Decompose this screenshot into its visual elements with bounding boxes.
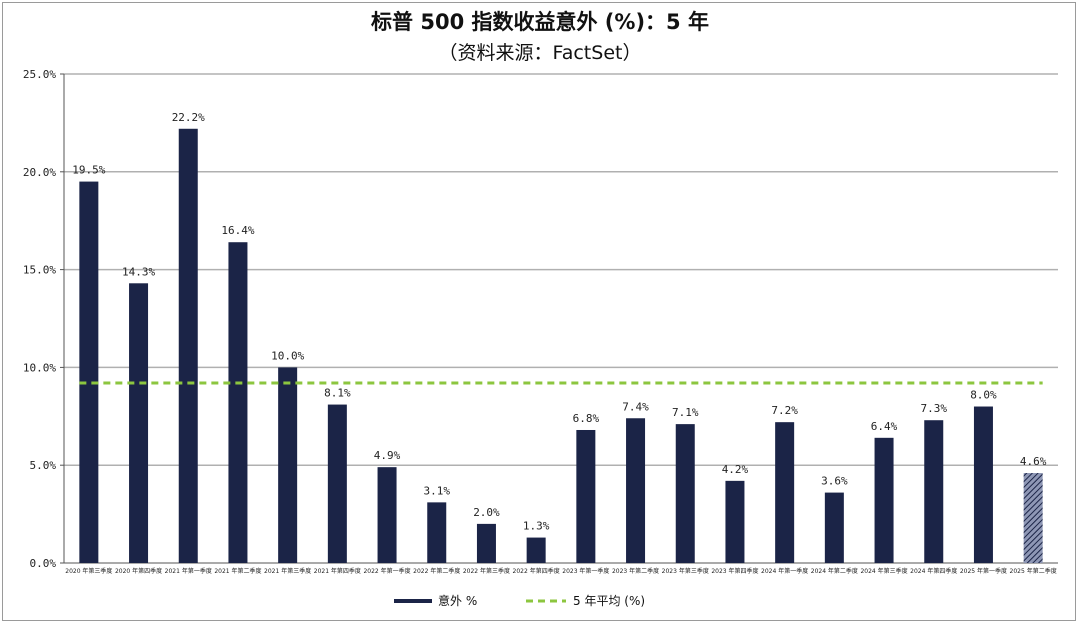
data-label: 7.4%	[622, 400, 649, 413]
x-tick-label: 2023 年第四季度	[711, 567, 758, 575]
data-label: 4.9%	[374, 449, 401, 462]
data-label: 22.2%	[172, 111, 205, 124]
x-tick-label: 2024 年第二季度	[811, 567, 858, 575]
bar	[427, 502, 447, 563]
data-label: 14.3%	[122, 265, 155, 278]
data-label: 8.1%	[324, 387, 351, 400]
bar	[775, 422, 795, 563]
y-tick-label: 5.0%	[30, 459, 57, 472]
bar	[476, 523, 496, 563]
x-tick-label: 2022 年第三季度	[463, 567, 510, 575]
bar	[874, 437, 894, 563]
x-tick-label: 2023 年第三季度	[662, 567, 709, 575]
x-tick-label: 2022 年第一季度	[363, 567, 410, 575]
data-label: 6.8%	[573, 412, 600, 425]
bar	[725, 480, 745, 563]
x-tick-label: 2022 年第四季度	[513, 567, 560, 575]
x-tick-label: 2025 年第二季度	[1010, 567, 1057, 575]
data-label: 8.0%	[970, 389, 997, 402]
x-tick-label: 2021 年第三季度	[264, 567, 311, 575]
bar	[675, 424, 695, 563]
bar	[1023, 473, 1043, 563]
bar	[228, 242, 248, 563]
x-tick-label: 2022 年第二季度	[413, 567, 460, 575]
chart-subtitle: （资料来源：FactSet）	[438, 42, 642, 64]
x-tick-label: 2024 年第四季度	[910, 567, 957, 575]
bar	[626, 418, 646, 563]
x-tick-label: 2021 年第二季度	[214, 567, 261, 575]
y-tick-label: 25.0%	[23, 68, 56, 81]
bar	[973, 406, 993, 563]
data-label: 1.3%	[523, 520, 550, 533]
data-label: 7.1%	[672, 406, 699, 419]
x-tick-label: 2023 年第一季度	[562, 567, 609, 575]
axes: 0.0%5.0%10.0%15.0%20.0%25.0%2020 年第三季度 20…	[23, 68, 1058, 575]
x-tick-label: 2024 年第一季度	[761, 567, 808, 575]
x-tick-label: 2024 年第三季度	[860, 567, 907, 575]
data-label: 16.4%	[221, 224, 254, 237]
data-label: 4.2%	[722, 463, 749, 476]
x-tick-label: 2023 年第二季度	[612, 567, 659, 575]
x-tick-label: 2020 年第四季度	[115, 567, 162, 575]
bar	[79, 181, 99, 563]
data-label: 3.1%	[424, 484, 451, 497]
chart-title: 标普 500 指数收益意外 (%)：5 年	[371, 10, 709, 34]
data-label: 6.4%	[871, 420, 898, 433]
y-tick-label: 20.0%	[23, 166, 56, 179]
x-tick-label: 2021 年第四季度	[314, 567, 361, 575]
bar	[377, 467, 397, 563]
x-tick-label: 2025 年第一季度	[960, 567, 1007, 575]
data-label: 10.0%	[271, 349, 304, 362]
bar	[278, 367, 298, 563]
data-label: 7.2%	[771, 404, 798, 417]
legend-bar-label: 意外 %	[438, 593, 477, 608]
y-tick-label: 10.0%	[23, 361, 56, 374]
bar	[824, 492, 844, 563]
y-tick-label: 0.0%	[30, 557, 57, 570]
x-tick-label: 2020 年第三季度	[65, 567, 112, 575]
bar	[924, 420, 944, 563]
x-tick-label: 2021 年第一季度	[165, 567, 212, 575]
legend: 意外 % 5 年平均 (%)	[394, 593, 645, 608]
data-label: 19.5%	[72, 164, 105, 177]
bar	[576, 429, 596, 563]
bars	[79, 128, 1043, 563]
data-label: 4.6%	[1020, 455, 1047, 468]
data-label: 2.0%	[473, 506, 500, 519]
bar	[327, 404, 347, 563]
bar	[129, 283, 149, 563]
data-label: 3.6%	[821, 475, 848, 488]
bar	[526, 537, 546, 563]
legend-avg-label: 5 年平均 (%)	[573, 594, 645, 608]
y-tick-label: 15.0%	[23, 264, 56, 277]
bar	[178, 128, 198, 563]
data-labels: 19.5% 14.3% 22.2% 16.4% 10.0% 8.1% 4.9% 3.1% 2.0…	[72, 111, 1046, 533]
grid-lines	[64, 73, 1058, 466]
data-label: 7.3%	[921, 402, 948, 415]
